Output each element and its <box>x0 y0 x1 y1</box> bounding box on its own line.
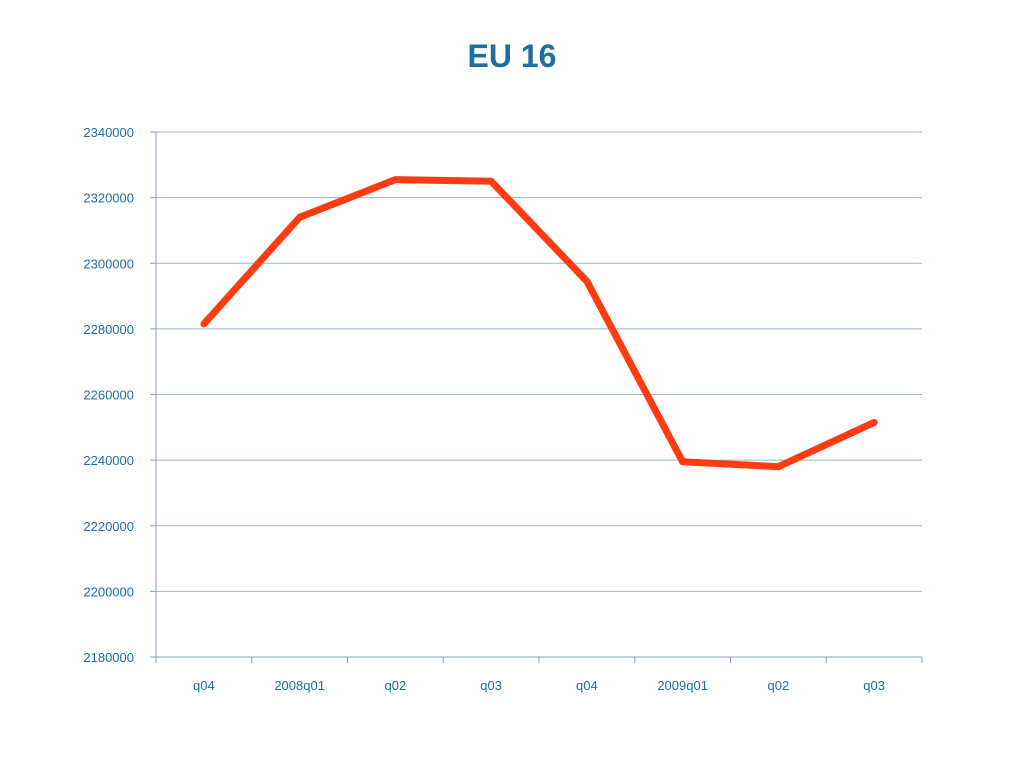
gridlines <box>156 131 922 592</box>
y-tick-label: 2200000 <box>83 584 134 599</box>
y-tick-label: 2260000 <box>83 388 134 403</box>
y-tick-labels: 2180000 2200000 2220000 2240000 2260000 22800… <box>83 125 134 665</box>
x-tick-label: q04 <box>193 678 215 693</box>
y-tick-label: 2340000 <box>83 125 134 140</box>
series <box>200 176 878 471</box>
chart-title: EU 16 <box>467 38 557 74</box>
x-tick-label: 2009q01 <box>657 678 708 693</box>
y-tick-label: 2300000 <box>83 256 134 271</box>
series-line <box>200 176 878 471</box>
axes <box>150 131 923 663</box>
x-tick-label: q02 <box>385 678 407 693</box>
x-tick-label: q03 <box>480 678 502 693</box>
x-tick-label: q02 <box>768 678 790 693</box>
x-tick-label: q04 <box>576 678 598 693</box>
y-tick-label: 2220000 <box>83 519 134 534</box>
y-tick-label: 2280000 <box>83 322 134 337</box>
y-tick-label: 2180000 <box>83 650 134 665</box>
y-tick-label: 2240000 <box>83 453 134 468</box>
x-tick-label: 2008q01 <box>274 678 325 693</box>
x-tick-labels: q04 2008q01 q02 q03 q04 2009q01 q02 q03 <box>193 678 885 693</box>
y-tick-label: 2320000 <box>83 191 134 206</box>
x-tick-label: q03 <box>863 678 885 693</box>
